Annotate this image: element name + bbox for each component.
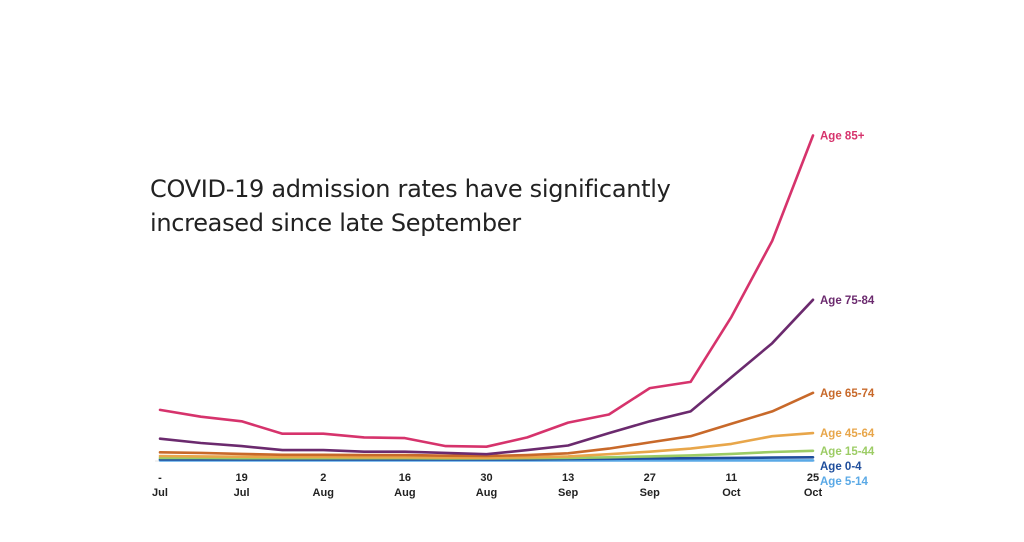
series-label-age-75-84: Age 75-84 — [820, 295, 875, 307]
series-line-age-45-64 — [158, 431, 815, 460]
series-line-age-65-74 — [158, 391, 815, 458]
x-tick-month: Oct — [722, 487, 741, 499]
x-tick-month: Oct — [804, 487, 823, 499]
x-tick-day: 27 — [644, 472, 656, 484]
series-line-age-85- — [158, 134, 815, 449]
x-tick-month: Aug — [394, 487, 415, 499]
x-tick-month: Aug — [313, 487, 334, 499]
series-label-age-45-64: Age 45-64 — [820, 428, 875, 440]
series-label-age-5-14: Age 5-14 — [820, 476, 869, 488]
x-tick-day: 25 — [807, 472, 819, 484]
x-tick-day: 13 — [562, 472, 574, 484]
x-tick-day: 11 — [726, 472, 738, 484]
x-tick-day: - — [158, 472, 162, 484]
x-tick-day: 30 — [480, 472, 492, 484]
headline-line-2: increased since late September — [150, 209, 521, 237]
series-label-age-85-: Age 85+ — [820, 131, 865, 143]
x-tick-day: 16 — [399, 472, 411, 484]
x-tick-month: Sep — [640, 487, 660, 499]
series-label-age-65-74: Age 65-74 — [820, 388, 875, 400]
headline-line-1: COVID-19 admission rates have significan… — [150, 175, 671, 203]
series-line-age-75-84 — [158, 298, 815, 456]
chart-headline: COVID-19 admission rates have significan… — [150, 172, 750, 240]
x-tick-day: 2 — [320, 472, 326, 484]
x-tick-month: Jul — [234, 487, 250, 499]
series-label-age-0-4: Age 0-4 — [820, 461, 862, 473]
x-tick-day: 19 — [236, 472, 248, 484]
series-label-age-15-44: Age 15-44 — [820, 446, 875, 458]
x-tick-month: Aug — [476, 487, 497, 499]
x-tick-month: Jul — [152, 487, 168, 499]
x-tick-month: Sep — [558, 487, 578, 499]
